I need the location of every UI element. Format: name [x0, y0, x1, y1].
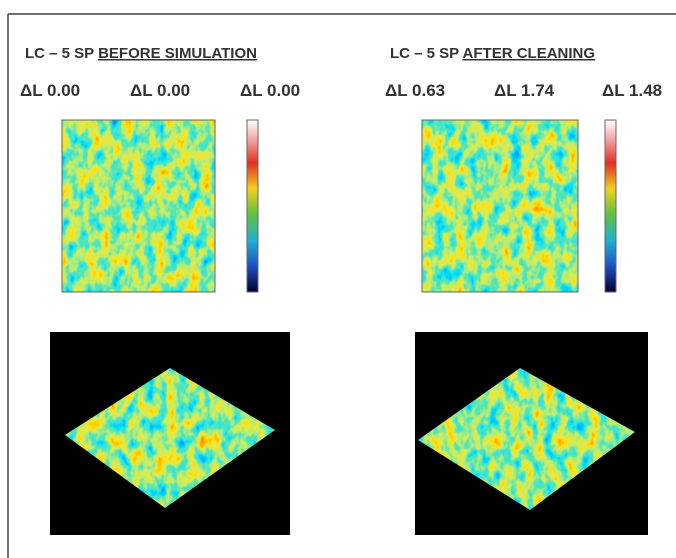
figure: LC – 5 SP BEFORE SIMULATION ΔL 0.00 ΔL 0… — [0, 0, 676, 558]
color-bar — [247, 120, 258, 292]
panel-title: LC – 5 SP BEFORE SIMULATION — [25, 45, 257, 62]
delta-l: ΔL 0.00 — [240, 81, 300, 100]
delta-l: ΔL 0.00 — [130, 81, 190, 100]
color-bar — [605, 120, 616, 292]
delta-l: ΔL 1.74 — [494, 81, 555, 100]
delta-l: ΔL 0.00 — [20, 81, 80, 100]
panel-title: LC – 5 SP AFTER CLEANING — [390, 45, 595, 62]
surface-map — [422, 120, 578, 292]
delta-l: ΔL 1.48 — [602, 81, 662, 100]
delta-l: ΔL 0.63 — [385, 81, 445, 100]
surface-map — [62, 120, 215, 292]
